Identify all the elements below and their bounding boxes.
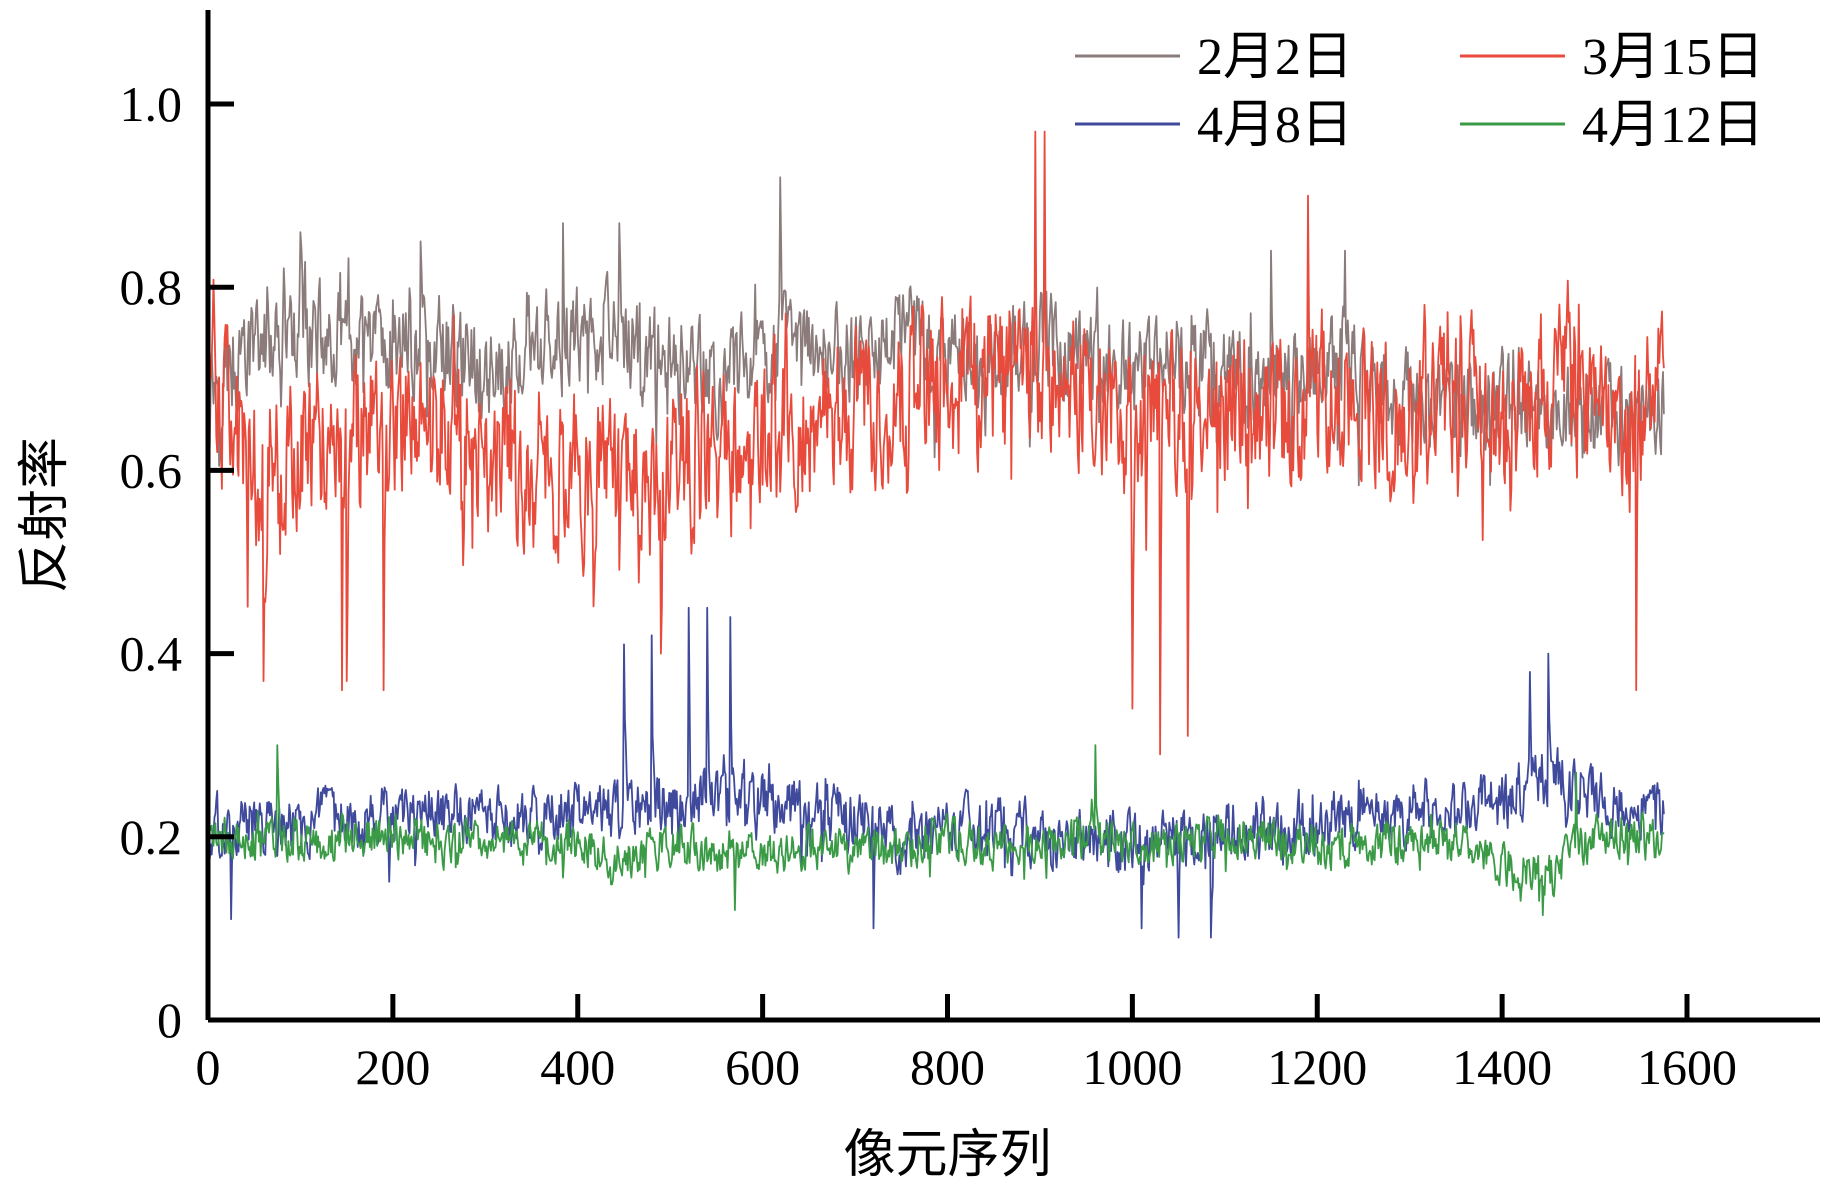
legend-label: 2月2日 bbox=[1197, 29, 1353, 86]
y-tick-label: 0 bbox=[157, 992, 182, 1048]
y-tick-label: 0.8 bbox=[120, 259, 183, 315]
ticks: 0 200 400 600 800 1000 1200 1400 1600 0 0.2 0.4 0.6 0… bbox=[120, 76, 1738, 1095]
series-line bbox=[207, 606, 1665, 939]
series-line bbox=[207, 130, 1665, 756]
legend: 2月2日 3月15日 4月8日 4月12日 bbox=[1075, 29, 1764, 154]
x-tick-label: 600 bbox=[725, 1039, 800, 1095]
y-axis-title: 反射率 bbox=[15, 437, 75, 593]
series-layer bbox=[207, 130, 1665, 939]
x-tick-label: 800 bbox=[910, 1039, 985, 1095]
legend-item: 4月8日 bbox=[1075, 97, 1353, 154]
x-tick-label: 1600 bbox=[1637, 1039, 1737, 1095]
y-tick-label: 0.4 bbox=[120, 626, 183, 682]
x-tick-label: 0 bbox=[196, 1039, 221, 1095]
legend-label: 4月12日 bbox=[1582, 97, 1764, 154]
y-tick-label: 1.0 bbox=[120, 76, 183, 132]
legend-item: 3月15日 bbox=[1460, 29, 1764, 86]
series-line bbox=[207, 744, 1665, 917]
legend-item: 4月12日 bbox=[1460, 97, 1764, 154]
y-tick-label: 0.6 bbox=[120, 442, 183, 498]
legend-label: 3月15日 bbox=[1582, 29, 1764, 86]
x-axis-title: 像元序列 bbox=[843, 1125, 1051, 1185]
legend-item: 2月2日 bbox=[1075, 29, 1353, 86]
x-tick-label: 1400 bbox=[1452, 1039, 1552, 1095]
x-tick-label: 1200 bbox=[1267, 1039, 1367, 1095]
y-tick-label: 0.2 bbox=[120, 809, 183, 865]
axes bbox=[205, 10, 1820, 1023]
x-tick-label: 200 bbox=[355, 1039, 430, 1095]
x-tick-label: 400 bbox=[540, 1039, 615, 1095]
x-tick-label: 1000 bbox=[1082, 1039, 1182, 1095]
legend-label: 4月8日 bbox=[1197, 97, 1353, 154]
